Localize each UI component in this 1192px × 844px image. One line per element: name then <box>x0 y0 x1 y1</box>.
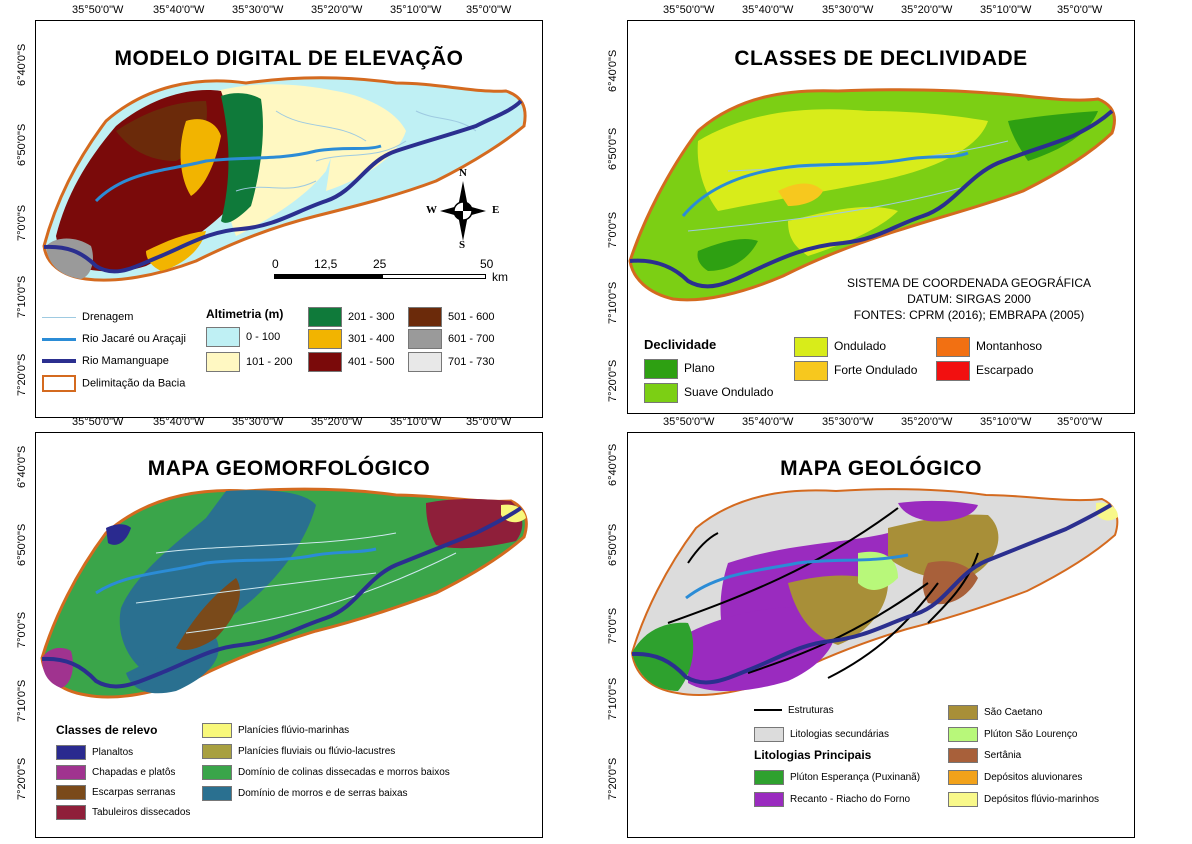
lon-label: 35°40'0"W <box>742 4 794 16</box>
lon-label: 35°10'0"W <box>390 416 442 428</box>
legend-title: Declividade <box>644 337 717 352</box>
legend-item: Planícies flúvio-marinhas <box>202 723 349 738</box>
lon-label: 35°40'0"W <box>153 4 205 16</box>
legend-item: Planaltos <box>56 745 133 760</box>
lat-label: 7°0'0"S <box>16 204 28 241</box>
legend-item: Planícies fluviais ou flúvio-lacustres <box>202 744 395 759</box>
elevation-map-panel: MODELO DIGITAL DE ELEVAÇÃO <box>35 20 543 418</box>
lat-label: 6°50'0"S <box>607 127 619 170</box>
geomorphology-map-panel: MAPA GEOMORFOLÓGICO Classes de relevo Pl… <box>35 432 543 838</box>
lon-label: 35°10'0"W <box>980 4 1032 16</box>
lat-label: 7°10'0"S <box>607 677 619 720</box>
lat-label: 7°10'0"S <box>16 275 28 318</box>
legend-title: Altimetria (m) <box>206 307 284 321</box>
lon-label: 35°10'0"W <box>390 4 442 16</box>
geomorphology-map <box>40 487 528 699</box>
north-arrow-icon: N S W E <box>426 167 500 251</box>
legend-structures: Estruturas <box>754 705 834 716</box>
legend-item: Depósitos aluvionares <box>948 770 1082 785</box>
lat-label: 7°0'0"S <box>607 211 619 248</box>
legend-item: Tabuleiros dissecados <box>56 805 190 820</box>
lon-label: 35°40'0"W <box>742 416 794 428</box>
scale-bar: 0 12,5 25 50 km <box>272 257 508 284</box>
legend-item: Escarpado <box>936 361 1033 381</box>
panel-title: MAPA GEOMORFOLÓGICO <box>147 457 431 480</box>
legend-item: Suave Ondulado <box>644 383 773 403</box>
legend-item: Montanhoso <box>936 337 1042 357</box>
legend-item: 601 - 700 <box>408 329 494 349</box>
lon-label: 35°50'0"W <box>663 416 715 428</box>
lon-label: 35°0'0"W <box>1057 416 1103 428</box>
lon-label: 35°40'0"W <box>153 416 205 428</box>
legend-item: Chapadas e platôs <box>56 765 175 780</box>
lat-label: 6°40'0"S <box>16 445 28 488</box>
legend-item: Ondulado <box>794 337 886 357</box>
legend-item: 501 - 600 <box>408 307 494 327</box>
legend-item: 401 - 500 <box>308 352 394 372</box>
lon-label: 35°20'0"W <box>901 416 953 428</box>
legend-title: Litologias Principais <box>754 748 872 762</box>
lat-label: 6°50'0"S <box>16 123 28 166</box>
geology-map-panel: MAPA GEOLÓGICO Estruturas Litologias sec… <box>627 432 1135 838</box>
legend-rio-mamanguape: Rio Mamanguape <box>42 355 169 367</box>
lon-label: 35°20'0"W <box>901 4 953 16</box>
lon-label: 35°30'0"W <box>232 4 284 16</box>
map-info-block: SISTEMA DE COORDENADA GEOGRÁFICA DATUM: … <box>846 276 1092 322</box>
panel-title: MAPA GEOLÓGICO <box>780 457 982 480</box>
legend-item: 201 - 300 <box>308 307 394 327</box>
lon-label: 35°0'0"W <box>466 416 512 428</box>
lat-label: 6°40'0"S <box>607 443 619 486</box>
legend-item: Depósitos flúvio-marinhos <box>948 792 1099 807</box>
legend-item: 701 - 730 <box>408 352 494 372</box>
lon-label: 35°30'0"W <box>822 4 874 16</box>
legend-item: Plano <box>644 359 715 379</box>
lat-label: 7°20'0"S <box>16 353 28 396</box>
lon-label: 35°50'0"W <box>663 4 715 16</box>
legend-item: Plúton São Lourenço <box>948 727 1077 742</box>
lon-label: 35°0'0"W <box>1057 4 1103 16</box>
lat-label: 7°10'0"S <box>607 281 619 324</box>
panel-title: MODELO DIGITAL DE ELEVAÇÃO <box>114 47 464 70</box>
geology-map <box>630 488 1119 696</box>
lat-label: 7°0'0"S <box>607 607 619 644</box>
panel-title: CLASSES DE DECLIVIDADE <box>734 47 1028 70</box>
legend-item: Sertânia <box>948 748 1021 763</box>
lat-label: 7°0'0"S <box>16 611 28 648</box>
legend-item: Plúton Esperança (Puxinanã) <box>754 770 920 785</box>
slope-map-panel: CLASSES DE DECLIVIDADE SISTEMA DE COORDE… <box>627 20 1135 414</box>
legend-item: 301 - 400 <box>308 329 394 349</box>
lat-label: 6°50'0"S <box>16 523 28 566</box>
lat-label: 7°20'0"S <box>607 359 619 402</box>
lat-label: 7°10'0"S <box>16 679 28 722</box>
legend-item: Forte Ondulado <box>794 361 917 381</box>
lat-label: 6°40'0"S <box>16 43 28 86</box>
lon-label: 35°50'0"W <box>72 416 124 428</box>
legend-item: Domínio de morros e de serras baixas <box>202 786 408 801</box>
lon-label: 35°10'0"W <box>980 416 1032 428</box>
lon-label: 35°0'0"W <box>466 4 512 16</box>
legend-item: Escarpas serranas <box>56 785 175 800</box>
legend-item: Domínio de colinas dissecadas e morros b… <box>202 765 450 780</box>
lat-label: 6°50'0"S <box>607 523 619 566</box>
legend-rio-jacare: Rio Jacaré ou Araçaji <box>42 333 186 345</box>
legend-drainage: Drenagem <box>42 311 133 323</box>
elevation-map <box>42 76 527 282</box>
legend-item: 101 - 200 <box>206 352 292 372</box>
slope-map <box>628 88 1116 302</box>
lon-label: 35°30'0"W <box>822 416 874 428</box>
lon-label: 35°30'0"W <box>232 416 284 428</box>
legend-title: Classes de relevo <box>56 723 158 737</box>
lat-label: 6°40'0"S <box>607 49 619 92</box>
lon-label: 35°50'0"W <box>72 4 124 16</box>
legend-item: Recanto - Riacho do Forno <box>754 792 910 807</box>
legend-basin-outline: Delimitação da Bacia <box>42 375 185 392</box>
legend-item: 0 - 100 <box>206 327 280 347</box>
legend-item: São Caetano <box>948 705 1042 720</box>
lat-label: 7°20'0"S <box>16 757 28 800</box>
lat-label: 7°20'0"S <box>607 757 619 800</box>
legend-item: Litologias secundárias <box>754 727 889 742</box>
lon-label: 35°20'0"W <box>311 416 363 428</box>
lon-label: 35°20'0"W <box>311 4 363 16</box>
